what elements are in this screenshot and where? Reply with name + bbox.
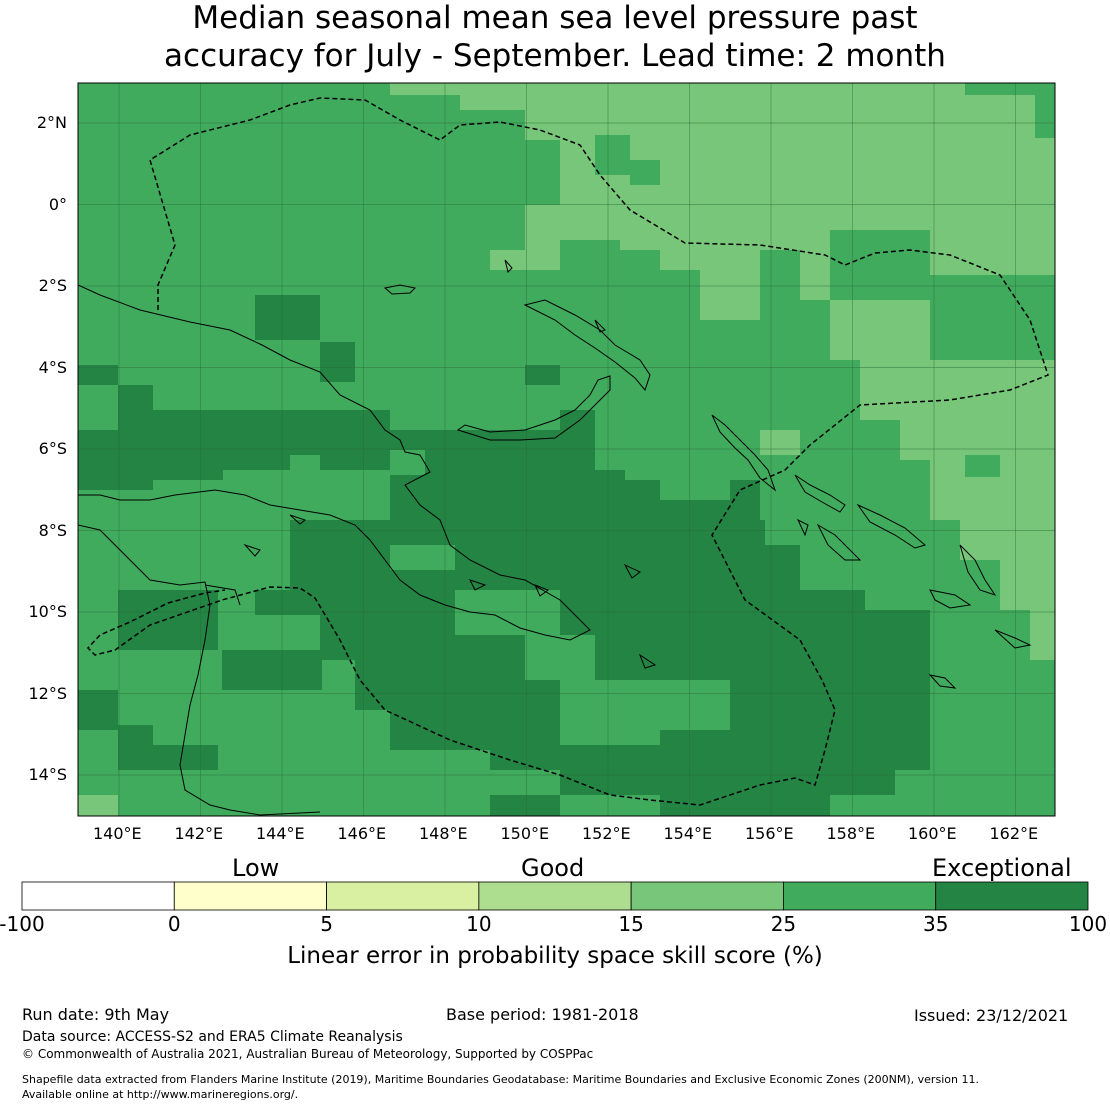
skill-patch xyxy=(760,430,800,455)
skill-patch xyxy=(490,795,560,816)
coastline-australia xyxy=(78,524,321,816)
colorbar-segment xyxy=(173,881,327,911)
lon-label: 146°E xyxy=(337,824,387,843)
skill-patch xyxy=(930,275,1055,360)
skill-patch xyxy=(118,725,153,770)
map-frame xyxy=(77,82,1056,817)
colorbar xyxy=(21,881,1089,911)
title-line-1: Median seasonal mean sea level pressure … xyxy=(192,0,918,36)
coastline-bougainville xyxy=(711,414,777,492)
shapefile-credit-line-2: Available online at http://www.marinereg… xyxy=(22,1088,299,1101)
legend-category-exceptional: Exceptional xyxy=(932,854,1072,882)
colorbar-tick-label: 0 xyxy=(167,912,181,936)
skill-patch xyxy=(78,690,118,730)
run-date: Run date: 9th May xyxy=(22,1005,170,1024)
skill-patch xyxy=(355,475,390,520)
lon-label: 162°E xyxy=(989,824,1039,843)
coastline-solomon-islands xyxy=(794,474,846,513)
colorbar-tick-label: 25 xyxy=(770,912,797,936)
skill-patch xyxy=(390,450,425,475)
colorbar-tick-label: 35 xyxy=(922,912,949,936)
skill-patch xyxy=(830,230,930,300)
lat-label: 6°S xyxy=(38,439,67,458)
copyright: © Commonwealth of Australia 2021, Austra… xyxy=(22,1047,594,1061)
map-gridlines xyxy=(78,83,1055,816)
skill-patch xyxy=(765,520,800,545)
lat-label: 10°S xyxy=(28,602,67,621)
lat-label: 0° xyxy=(48,194,67,214)
lat-label: 14°S xyxy=(28,765,67,784)
skill-patch xyxy=(525,365,560,385)
skill-patch xyxy=(1035,83,1055,138)
coastline-new-ireland xyxy=(523,299,651,392)
skill-patch xyxy=(525,635,595,680)
legend-category-good: Good xyxy=(521,854,585,882)
skill-patch xyxy=(320,342,355,382)
coastline-new-guinea xyxy=(78,284,591,641)
lat-label: 2°S xyxy=(38,276,67,295)
colorbar-segment xyxy=(935,881,1089,911)
colorbar-segment xyxy=(326,881,480,911)
skill-patch xyxy=(78,795,118,816)
lon-label: 152°E xyxy=(582,824,631,843)
colorbar-segment xyxy=(21,881,175,911)
skill-field-exceptional-central xyxy=(255,410,930,816)
shapefile-credit-line-1: Shapefile data extracted from Flanders M… xyxy=(22,1073,979,1086)
colorbar-segment xyxy=(478,881,632,911)
skill-patch xyxy=(153,745,218,770)
lat-label: 2°N xyxy=(36,113,67,132)
lon-label: 142°E xyxy=(174,824,224,843)
skill-patch xyxy=(222,650,322,690)
issued-date: Issued: 23/12/2021 xyxy=(914,1006,1069,1025)
colorbar-segment xyxy=(783,881,937,911)
colorbar-segment xyxy=(630,881,784,911)
coastline-new-britain xyxy=(456,375,611,441)
skill-patch xyxy=(595,135,630,175)
colorbar-tick-label: 100 xyxy=(1068,912,1108,936)
skill-patch xyxy=(78,430,153,490)
data-source: Data source: ACCESS-S2 and ERA5 Climate … xyxy=(22,1029,403,1045)
lat-label: 8°S xyxy=(38,520,67,540)
skill-patch xyxy=(118,385,153,435)
eez-boundary xyxy=(86,97,1049,806)
colorbar-label: Linear error in probability space skill … xyxy=(287,943,823,969)
colorbar-tick-label: 5 xyxy=(320,912,333,936)
base-period: Base period: 1981-2018 xyxy=(446,1005,639,1024)
lon-label: 148°E xyxy=(419,824,468,843)
lon-label: 156°E xyxy=(745,824,794,843)
colorbar-tick-label: 15 xyxy=(618,912,644,936)
lon-label: 150°E xyxy=(500,824,550,843)
lon-label: 140°E xyxy=(93,824,142,843)
skill-patch xyxy=(560,250,660,290)
coastlines xyxy=(78,259,1032,816)
lon-label: 154°E xyxy=(663,824,713,843)
skill-patch xyxy=(660,680,730,730)
lon-label: 158°E xyxy=(826,824,876,843)
skill-patch xyxy=(965,455,1000,477)
colorbar-tick-label: -100 xyxy=(0,912,45,936)
map-panel xyxy=(78,83,1055,816)
skill-patch xyxy=(185,410,390,470)
lat-label: 4°S xyxy=(38,357,67,377)
skill-patch xyxy=(965,83,1035,95)
skill-patch xyxy=(560,680,660,745)
colorbar-tick-label: 10 xyxy=(466,912,492,936)
skill-patch xyxy=(255,295,320,340)
skill-field-good-ne xyxy=(390,83,1055,660)
legend-category-low: Low xyxy=(232,854,280,882)
title-line-2: accuracy for July - September. Lead time… xyxy=(164,38,946,74)
skill-patch xyxy=(290,455,320,475)
lon-label: 144°E xyxy=(256,824,305,843)
skill-patch xyxy=(630,160,660,185)
lon-label: 160°E xyxy=(908,824,957,843)
skill-patch xyxy=(78,365,118,385)
skill-patch xyxy=(390,545,455,570)
lat-label: 12°S xyxy=(28,683,67,703)
